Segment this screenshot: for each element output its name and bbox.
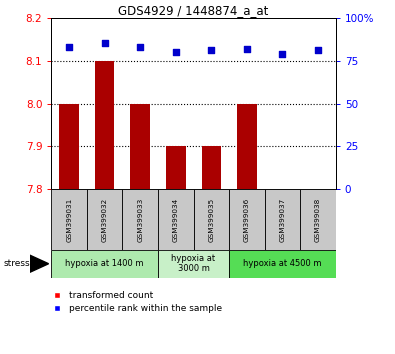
Bar [51,250,158,278]
Bar [158,250,229,278]
Bar [229,250,336,278]
Point [102,41,108,46]
Bar [265,189,300,250]
Bar [166,147,186,189]
Bar [308,189,328,190]
Bar [95,61,115,189]
Bar [130,104,150,189]
Text: hypoxia at
3000 m: hypoxia at 3000 m [171,254,216,273]
Text: GSM399034: GSM399034 [173,198,179,242]
Bar [122,189,158,250]
Point [208,47,214,53]
Text: hypoxia at 1400 m: hypoxia at 1400 m [66,259,144,268]
Bar [300,189,336,250]
Bar [87,189,122,250]
Point [244,46,250,51]
Bar [229,189,265,250]
Bar [59,104,79,189]
Text: GSM399037: GSM399037 [279,198,286,242]
Polygon shape [30,255,49,273]
Point [66,44,72,50]
Text: GSM399038: GSM399038 [315,198,321,242]
Text: GSM399032: GSM399032 [102,198,108,242]
Legend: transformed count, percentile rank within the sample: transformed count, percentile rank withi… [48,291,222,313]
Bar [273,189,292,190]
Text: GSM399031: GSM399031 [66,198,72,242]
Point [279,51,286,57]
Point [137,44,143,50]
Text: GSM399033: GSM399033 [137,198,143,242]
Bar [237,104,257,189]
Text: hypoxia at 4500 m: hypoxia at 4500 m [243,259,322,268]
Bar [194,189,229,250]
Point [315,47,321,53]
Text: GSM399035: GSM399035 [208,198,214,242]
Title: GDS4929 / 1448874_a_at: GDS4929 / 1448874_a_at [118,4,269,17]
Text: stress: stress [4,259,30,268]
Point [173,49,179,55]
Bar [51,189,87,250]
Bar [201,147,221,189]
Text: GSM399036: GSM399036 [244,198,250,242]
Bar [158,189,194,250]
